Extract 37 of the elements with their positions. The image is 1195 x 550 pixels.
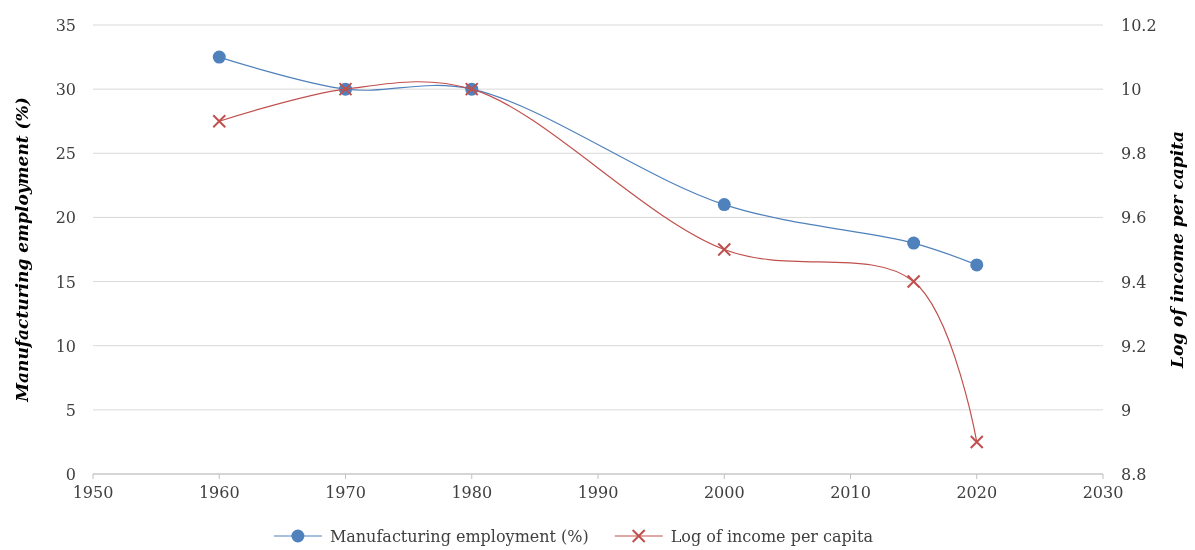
x-tick-label: 2000: [703, 483, 745, 502]
point: [717, 242, 732, 257]
point: [906, 274, 921, 289]
y-tick-label: 10: [55, 336, 76, 356]
point: [969, 434, 984, 449]
y-tick-label: 20: [55, 208, 76, 228]
y2-tick-label: 10: [1121, 80, 1142, 100]
y2-tick-label: 9.6: [1121, 208, 1147, 228]
y-tick-label: 5: [65, 400, 76, 420]
y-tick-label: 15: [55, 272, 76, 292]
y-tick-label: 0: [65, 465, 76, 484]
x-tick-label: 1950: [72, 483, 114, 502]
y2-tick-label: 9.2: [1121, 336, 1147, 356]
x-tick-label: 2010: [830, 483, 871, 502]
x-tick-label: 1990: [577, 483, 619, 502]
x-tick-label: 2020: [956, 483, 998, 502]
y-tick-label: 30: [55, 80, 76, 100]
y2-tick-label: 10.2: [1121, 16, 1157, 35]
point: [907, 236, 921, 250]
y-axis-title: Manufacturing employment (%): [12, 97, 32, 403]
y2-tick-label: 9.8: [1121, 144, 1147, 164]
legend-label: Manufacturing employment (%): [329, 527, 589, 546]
point: [212, 114, 227, 129]
point: [717, 198, 731, 212]
y2-tick-label: 8.8: [1121, 465, 1147, 484]
y2-tick-label: 9.4: [1121, 272, 1147, 292]
x-tick-label: 1960: [198, 483, 240, 502]
point: [970, 258, 984, 272]
point: [212, 50, 226, 64]
x-tick-label: 1980: [451, 483, 493, 502]
legend-label: Log of income per capita: [670, 527, 874, 546]
y-tick-label: 35: [55, 16, 76, 35]
y2-axis-title: Log of income per capita: [1167, 130, 1187, 370]
x-tick-label: 1970: [325, 483, 366, 502]
x-tick-label: 2030: [1082, 483, 1124, 502]
y-tick-label: 25: [55, 144, 76, 164]
y2-tick-label: 9: [1121, 400, 1132, 420]
